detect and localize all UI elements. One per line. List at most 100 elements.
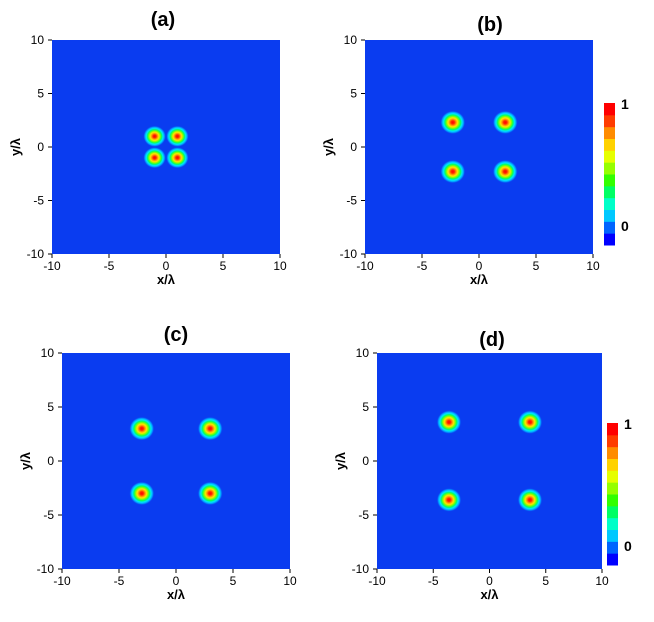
- x-axis-label: x/λ: [480, 587, 499, 602]
- x-tick-label: 0: [173, 574, 180, 588]
- intensity-spot: [166, 147, 189, 169]
- intensity-spot: [129, 416, 155, 441]
- y-tick-label: 5: [350, 87, 357, 101]
- colorbar-segment: [607, 541, 618, 554]
- y-tick-label: 10: [356, 346, 370, 360]
- colorbar: 10: [607, 416, 632, 566]
- colorbar-segment: [607, 482, 618, 495]
- intensity-spot: [436, 488, 462, 512]
- y-tick-label: -10: [340, 247, 358, 261]
- y-tick-label: 5: [362, 400, 369, 414]
- colorbar-segment: [604, 126, 615, 139]
- x-tick-label: -10: [43, 259, 61, 273]
- colorbar-segment: [604, 174, 615, 187]
- intensity-spot: [440, 159, 466, 184]
- colorbar-min-label: 0: [624, 538, 632, 554]
- colorbar-min-label: 0: [621, 218, 629, 234]
- y-tick-label: 10: [31, 33, 45, 47]
- colorbar-segment: [604, 150, 615, 163]
- panel-title: (a): [151, 9, 175, 31]
- colorbar-segment: [604, 114, 615, 128]
- x-tick-label: 5: [220, 259, 227, 273]
- plot-area: [62, 353, 290, 569]
- panel-a: (a) -10 -5 0 5 10 10 5 0 -5 -10 x/λ y/λ: [8, 9, 287, 287]
- x-tick-label: 5: [542, 574, 549, 588]
- colorbar-segment: [607, 423, 618, 436]
- colorbar-segment: [607, 458, 618, 471]
- panel-title: (d): [479, 329, 505, 351]
- panel-c: (c) -10 -5 0 5 10 10 5 0 -5 -10 x/λ y/λ: [18, 324, 297, 602]
- panel-title: (c): [164, 324, 188, 346]
- intensity-spot: [166, 125, 189, 147]
- panel-title: (b): [477, 14, 503, 36]
- x-tick-label: 0: [486, 574, 493, 588]
- x-axis-label: x/λ: [167, 587, 186, 602]
- intensity-spot: [517, 410, 543, 434]
- y-axis-label: y/λ: [333, 451, 348, 470]
- colorbar-segment: [604, 221, 615, 234]
- x-tick-label: -10: [368, 574, 386, 588]
- x-tick-label: 10: [586, 259, 600, 273]
- y-tick-label: 5: [47, 400, 54, 414]
- x-tick-label: -10: [356, 259, 374, 273]
- intensity-spot: [143, 125, 167, 147]
- intensity-spot: [197, 416, 223, 441]
- x-axis-label: x/λ: [470, 272, 489, 287]
- x-tick-label: 5: [533, 259, 540, 273]
- y-tick-label: 0: [47, 454, 54, 468]
- intensity-spot: [517, 488, 543, 512]
- y-axis-label: y/λ: [321, 137, 336, 156]
- x-axis-label: x/λ: [157, 272, 176, 287]
- x-tick-label: -5: [417, 259, 428, 273]
- colorbar-segment: [607, 470, 618, 483]
- x-tick-label: -10: [53, 574, 71, 588]
- y-tick-label: -10: [37, 562, 55, 576]
- intensity-spot: [492, 159, 518, 184]
- colorbar-segment: [607, 553, 618, 566]
- y-tick-label: -10: [27, 247, 45, 261]
- plot-area: [365, 40, 593, 254]
- colorbar-segment: [607, 434, 618, 448]
- colorbar-segment: [604, 209, 615, 222]
- y-tick-label: 0: [37, 140, 44, 154]
- intensity-spot: [492, 110, 518, 135]
- intensity-spot: [197, 481, 223, 506]
- colorbar-segment: [607, 529, 618, 542]
- y-tick-label: 5: [37, 87, 44, 101]
- plot-area: [377, 353, 602, 569]
- intensity-spot: [440, 110, 466, 135]
- intensity-spot: [143, 147, 167, 169]
- intensity-spot: [436, 410, 462, 434]
- y-tick-label: 10: [41, 346, 55, 360]
- colorbar-segment: [604, 197, 615, 210]
- y-axis-label: y/λ: [8, 137, 23, 156]
- colorbar-segment: [607, 505, 618, 519]
- x-tick-label: 0: [163, 259, 170, 273]
- x-tick-label: 5: [230, 574, 237, 588]
- colorbar-segment: [604, 138, 615, 151]
- colorbar-segment: [607, 494, 618, 507]
- x-tick-label: -5: [104, 259, 115, 273]
- colorbar-segment: [607, 517, 618, 530]
- colorbar: 10: [604, 96, 629, 246]
- x-tick-label: 0: [476, 259, 483, 273]
- colorbar-max-label: 1: [621, 96, 629, 112]
- panel-d: (d) -10 -5 0 5 10 10 5 0 -5 -10 x/λ y/λ 10: [333, 329, 632, 602]
- plot-area: [52, 40, 280, 254]
- y-tick-label: -10: [352, 562, 370, 576]
- y-tick-label: -5: [358, 508, 369, 522]
- colorbar-segment: [607, 446, 618, 459]
- colorbar-segment: [604, 185, 615, 199]
- y-tick-label: 0: [350, 140, 357, 154]
- colorbar-segment: [604, 162, 615, 175]
- y-tick-label: -5: [43, 508, 54, 522]
- x-tick-label: 10: [595, 574, 609, 588]
- y-tick-label: 10: [344, 33, 358, 47]
- x-tick-label: -5: [428, 574, 439, 588]
- intensity-spot: [129, 481, 155, 506]
- y-tick-label: -5: [33, 194, 44, 208]
- y-tick-label: -5: [346, 194, 357, 208]
